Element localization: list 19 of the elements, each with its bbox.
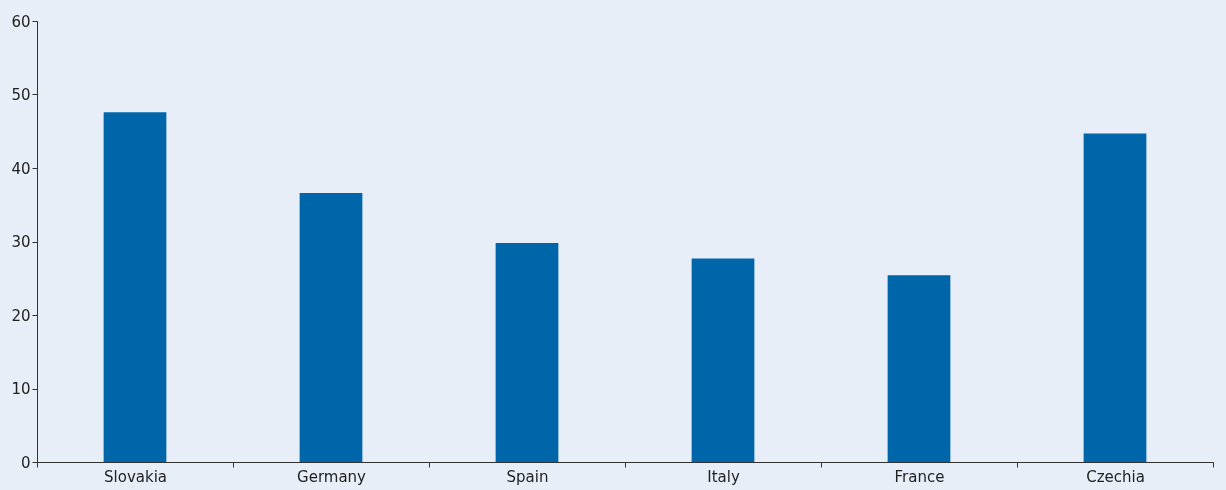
x-tick-label: Spain [506, 467, 549, 486]
x-tick-label: Czechia [1086, 467, 1145, 486]
y-tick-label: 60 [11, 12, 31, 31]
x-tick-label: Slovakia [104, 467, 167, 486]
y-tick-label: 30 [11, 233, 31, 251]
bar [887, 275, 951, 462]
y-tick-label: 0 [20, 453, 31, 472]
y-tick-label: 10 [11, 380, 31, 398]
bar [691, 258, 755, 462]
y-tick-label: 40 [11, 159, 31, 178]
x-tick-label: Italy [707, 467, 740, 486]
bar [103, 112, 167, 462]
y-tick-label: 50 [11, 86, 31, 104]
y-tick-label: 20 [11, 306, 31, 325]
bar [1083, 133, 1147, 462]
x-tick-label: Germany [297, 467, 367, 486]
bar [299, 192, 363, 462]
x-tick-label: France [894, 467, 945, 486]
bar [495, 242, 559, 462]
